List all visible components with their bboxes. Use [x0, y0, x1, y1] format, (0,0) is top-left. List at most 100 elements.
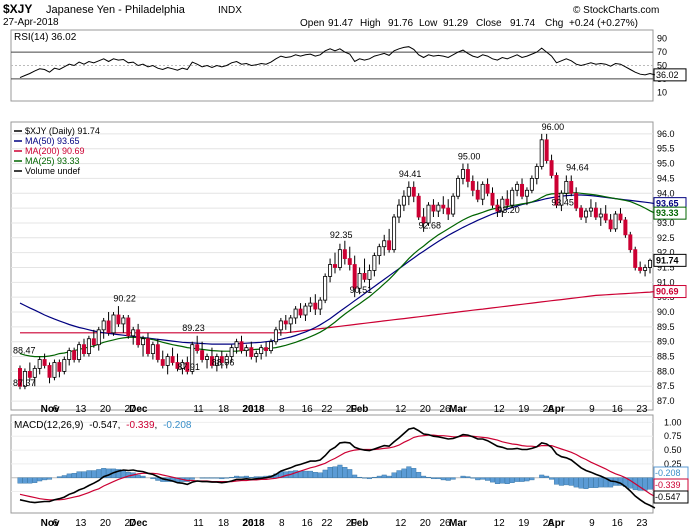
macd-histogram-bar: [125, 471, 131, 478]
candle-body: [401, 195, 406, 206]
high-label: High: [360, 18, 381, 29]
candle-body: [273, 329, 278, 343]
x-axis-label: 20: [420, 404, 432, 415]
instrument-name: Japanese Yen - Philadelphia: [46, 4, 186, 16]
macd-histogram-bar: [189, 477, 195, 480]
candle-body: [298, 308, 303, 316]
x-axis-label: 12: [494, 518, 506, 529]
macd-histogram-bar: [224, 477, 230, 479]
candle-body: [500, 198, 505, 212]
macd-tick-label: 1.00: [664, 417, 682, 427]
macd-histogram-bar: [435, 477, 441, 480]
price-tick-label: 92.0: [657, 248, 675, 258]
price-value-tag-box: [653, 285, 687, 299]
macd-histogram-bar: [475, 477, 481, 481]
price-panel: 88.47 87.37 90.22 89.23 87.91 88.06 92.35 90.51…: [10, 121, 687, 411]
price-tick-label: 94.0: [657, 188, 675, 198]
macd-value: -0.547: [89, 420, 118, 431]
macd-histogram-bar: [209, 477, 215, 479]
macd-histogram-bar: [214, 477, 220, 479]
macd-histogram-bar: [519, 477, 525, 482]
candle-body: [628, 234, 633, 251]
macd-histogram-bar: [91, 470, 97, 478]
x-axis-label: 12: [494, 404, 506, 415]
close-value: 91.74: [510, 18, 535, 29]
candle-body: [209, 356, 214, 366]
candle-body: [155, 344, 160, 360]
price-tick-label: 95.0: [657, 159, 675, 169]
candle-body: [446, 207, 451, 215]
candle-body: [342, 249, 347, 259]
candle-body: [42, 359, 47, 366]
x-axis-label: 12: [395, 518, 407, 529]
candle-body: [116, 314, 121, 325]
candle-body: [32, 368, 37, 378]
price-tick-label: 90.0: [657, 307, 675, 317]
x-axis-label: 23: [636, 518, 648, 529]
candle-body: [524, 189, 529, 197]
candle-body: [392, 216, 397, 251]
candle-body: [559, 192, 564, 206]
x-axis-label: 13: [75, 518, 87, 529]
candle-body: [313, 302, 318, 310]
candle-body: [141, 338, 146, 346]
macd-line: [19, 427, 656, 509]
price-annotation: 87.91: [177, 362, 200, 372]
macd-histogram-bar: [637, 477, 643, 491]
candle-body: [121, 317, 126, 325]
candle-body: [372, 255, 377, 271]
candle-body: [416, 195, 421, 218]
x-axis-label: 9: [589, 404, 595, 415]
x-axis-label: Nov: [41, 404, 60, 415]
candle-body: [318, 299, 323, 310]
x-axis-label: Dec: [129, 404, 148, 415]
candle-body: [323, 275, 328, 301]
macd-histogram-bar: [499, 477, 505, 484]
macd-histogram-bar: [243, 475, 249, 478]
macd-histogram-bar: [42, 477, 48, 481]
candle-body: [618, 213, 623, 221]
macd-histogram-bar: [411, 468, 417, 478]
candle-body: [57, 362, 62, 372]
candle-body: [126, 317, 131, 337]
price-value-tag-box: [653, 206, 687, 220]
price-tick-label: 87.0: [657, 396, 675, 406]
candle-body: [47, 365, 52, 378]
candle-body: [229, 347, 234, 357]
macd-histogram-bar: [106, 468, 112, 478]
macd-histogram-bar: [401, 468, 407, 478]
candle-body: [278, 320, 283, 331]
macd-histogram-bar: [371, 476, 377, 478]
price-tick-label: 94.5: [657, 173, 675, 183]
macd-histogram-bar: [47, 477, 53, 480]
macd-histogram-bar: [96, 469, 102, 478]
x-axis-label: 27: [124, 404, 136, 415]
macd-histogram-bar: [583, 477, 589, 489]
price-annotation: 88.47: [13, 345, 36, 355]
candle-body: [426, 204, 431, 224]
macd-sep-2: ,: [155, 420, 158, 431]
price-tick-label: 92.5: [657, 233, 675, 243]
candle-body: [431, 204, 436, 212]
macd-histogram-bar: [229, 476, 235, 478]
x-axis-label: 22: [321, 404, 333, 415]
macd-histogram-bar: [391, 472, 397, 478]
candle-body: [367, 270, 372, 280]
x-axis-label: 2018: [242, 518, 265, 529]
candle-body: [584, 210, 589, 218]
price-value-tag: 90.69: [656, 287, 679, 297]
macd-value-tag: -0.339: [655, 480, 681, 490]
candle-body: [451, 195, 456, 215]
macd-histogram-bar: [342, 467, 348, 478]
macd-histogram-bar: [27, 477, 33, 484]
x-axis-label: 16: [302, 518, 314, 529]
candle-body: [436, 204, 441, 212]
macd-tick-label: 0.50: [664, 445, 682, 455]
macd-histogram-bar: [312, 471, 318, 478]
candle-body: [603, 213, 608, 221]
macd-histogram-bar: [465, 476, 471, 478]
candle-body: [214, 356, 219, 366]
macd-tick-label: 0.25: [664, 459, 682, 469]
macd-histogram-bar: [17, 477, 23, 484]
macd-histogram-bar: [598, 477, 604, 488]
